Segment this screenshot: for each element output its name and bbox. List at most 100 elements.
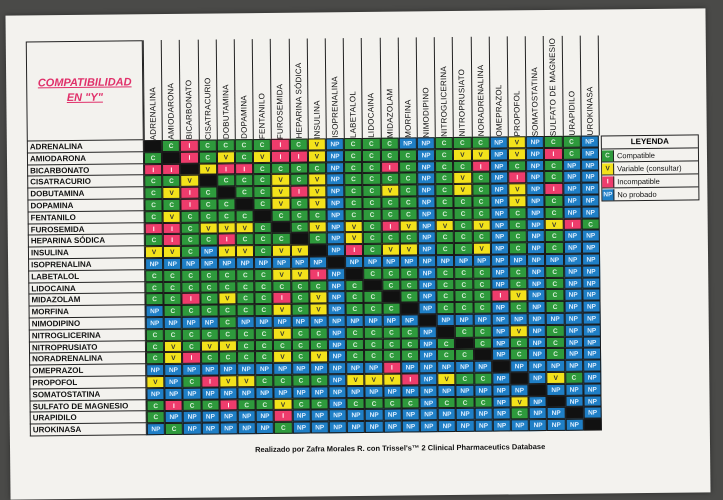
compatibility-cell: C: [346, 350, 365, 363]
column-header-label: BICARBONATO: [184, 80, 195, 140]
compatibility-cell: NP: [308, 256, 328, 269]
compatibility-cell: C: [272, 233, 291, 246]
compatibility-cell: NP: [326, 197, 345, 210]
compatibility-cell: C: [199, 292, 219, 305]
compatibility-cell: C: [163, 281, 182, 294]
compatibility-cell: V: [164, 340, 183, 353]
compatibility-cell: NP: [526, 147, 545, 160]
compatibility-cell: C: [473, 337, 492, 350]
legend-label: Incompatible: [617, 176, 660, 186]
compatibility-cell: NP: [473, 313, 492, 326]
legend-item-compatible: C Compatible: [601, 148, 699, 163]
compatibility-cell: NP: [164, 411, 184, 424]
compatibility-cell: C: [562, 135, 581, 148]
compatibility-cell: C: [400, 326, 419, 339]
compatibility-cell: NP: [328, 421, 348, 434]
compatibility-cell: NP: [418, 255, 437, 268]
compatibility-cell: NP: [364, 361, 383, 374]
compatibility-cell: NP: [582, 359, 602, 372]
compatibility-cell: V: [273, 398, 293, 411]
compatibility-cell: NP: [199, 257, 218, 270]
compatibility-cell: I: [144, 222, 163, 235]
column-header: DOBUTAMINA: [215, 39, 235, 140]
compatibility-cell: NP: [580, 135, 599, 148]
compatibility-cell: I: [271, 150, 290, 163]
compatibility-cell: C: [399, 208, 418, 221]
compatibility-cell: C: [363, 220, 382, 233]
compatibility-cell: C: [236, 268, 255, 281]
compatibility-cell: V: [507, 148, 527, 161]
compatibility-cell: NP: [326, 232, 346, 245]
compatibility-cell: C: [144, 234, 164, 247]
compatibility-cell: C: [181, 222, 200, 235]
compatibility-cell: NP: [181, 257, 200, 270]
compatibility-cell: I: [380, 161, 399, 174]
compatibility-cell: I: [274, 410, 293, 423]
compatibility-cell: C: [510, 407, 529, 420]
compatibility-cell: I: [563, 218, 582, 231]
compatibility-cell: C: [253, 162, 272, 175]
compatibility-cell: NP: [582, 300, 601, 313]
compatibility-cell: C: [363, 232, 382, 245]
compatibility-cell: C: [144, 199, 163, 212]
compatibility-cell: C: [182, 328, 201, 341]
compatibility-cell: NP: [199, 245, 218, 258]
compatibility-cell: NP: [254, 256, 273, 269]
compatibility-cell: C: [509, 266, 528, 279]
compatibility-cell: V: [272, 268, 291, 281]
compatibility-cell: NP: [472, 254, 491, 267]
compatibility-cell: C: [182, 340, 201, 353]
compatibility-cell: C: [235, 174, 254, 187]
compatibility-cell: NP: [581, 206, 600, 219]
compatibility-cell: NP: [510, 419, 530, 432]
diagonal-cell: [491, 360, 511, 373]
compatibility-cell: C: [363, 302, 383, 315]
compatibility-cell: C: [435, 195, 454, 208]
compatibility-cell: NP: [255, 422, 275, 435]
compatibility-cell: NP: [581, 265, 601, 278]
compatibility-cell: V: [271, 197, 291, 210]
compatibility-cell: V: [198, 163, 217, 176]
compatibility-cell: C: [545, 265, 564, 278]
compatibility-cell: NP: [219, 410, 238, 423]
compatibility-cell: C: [182, 399, 202, 412]
column-header: AMIODARONA: [160, 39, 181, 141]
column-header-label: AMIODARONA: [166, 83, 177, 140]
diagonal-cell: [455, 337, 474, 350]
compatibility-cell: NP: [236, 316, 255, 329]
compatibility-cell: C: [381, 267, 401, 280]
compatibility-cell: NP: [146, 423, 166, 436]
compatibility-cell: I: [217, 233, 236, 246]
compatibility-cell: C: [471, 172, 491, 184]
column-header: OMEPRAZOL: [488, 36, 508, 137]
diagonal-cell: [418, 314, 437, 327]
compatibility-cell: NP: [581, 194, 600, 207]
compatibility-cell: NP: [492, 419, 511, 432]
compatibility-cell: NP: [474, 407, 493, 420]
compatibility-cell: C: [454, 278, 473, 291]
compatibility-cell: NP: [527, 324, 547, 337]
compatibility-cell: C: [343, 137, 363, 150]
compatibility-cell: C: [199, 198, 218, 211]
compatibility-cell: V: [217, 221, 236, 234]
diagonal-cell: [198, 174, 218, 187]
compatibility-cell: NP: [346, 421, 366, 434]
compatibility-cell: NP: [527, 301, 547, 314]
compatibility-cell: C: [546, 324, 565, 337]
compatibility-cell: V: [146, 376, 165, 389]
compatibility-cell: NP: [528, 395, 547, 408]
compatibility-cell: C: [235, 209, 254, 222]
compatibility-cell: NP: [490, 254, 510, 267]
compatibility-cell: NP: [436, 313, 456, 326]
compatibility-cell: C: [146, 411, 165, 424]
compatibility-cell: I: [162, 234, 182, 247]
compatibility-cell: C: [199, 269, 219, 282]
column-header-label: DOPAMINA: [239, 95, 249, 140]
compatibility-cell: NP: [527, 277, 546, 290]
compatibility-cell: V: [508, 195, 527, 208]
compatibility-cell: C: [255, 339, 274, 352]
compatibility-cell: C: [181, 269, 200, 282]
compatibility-cell: C: [453, 195, 473, 208]
compatibility-cell: C: [435, 184, 454, 197]
compatibility-cell: C: [455, 372, 474, 385]
